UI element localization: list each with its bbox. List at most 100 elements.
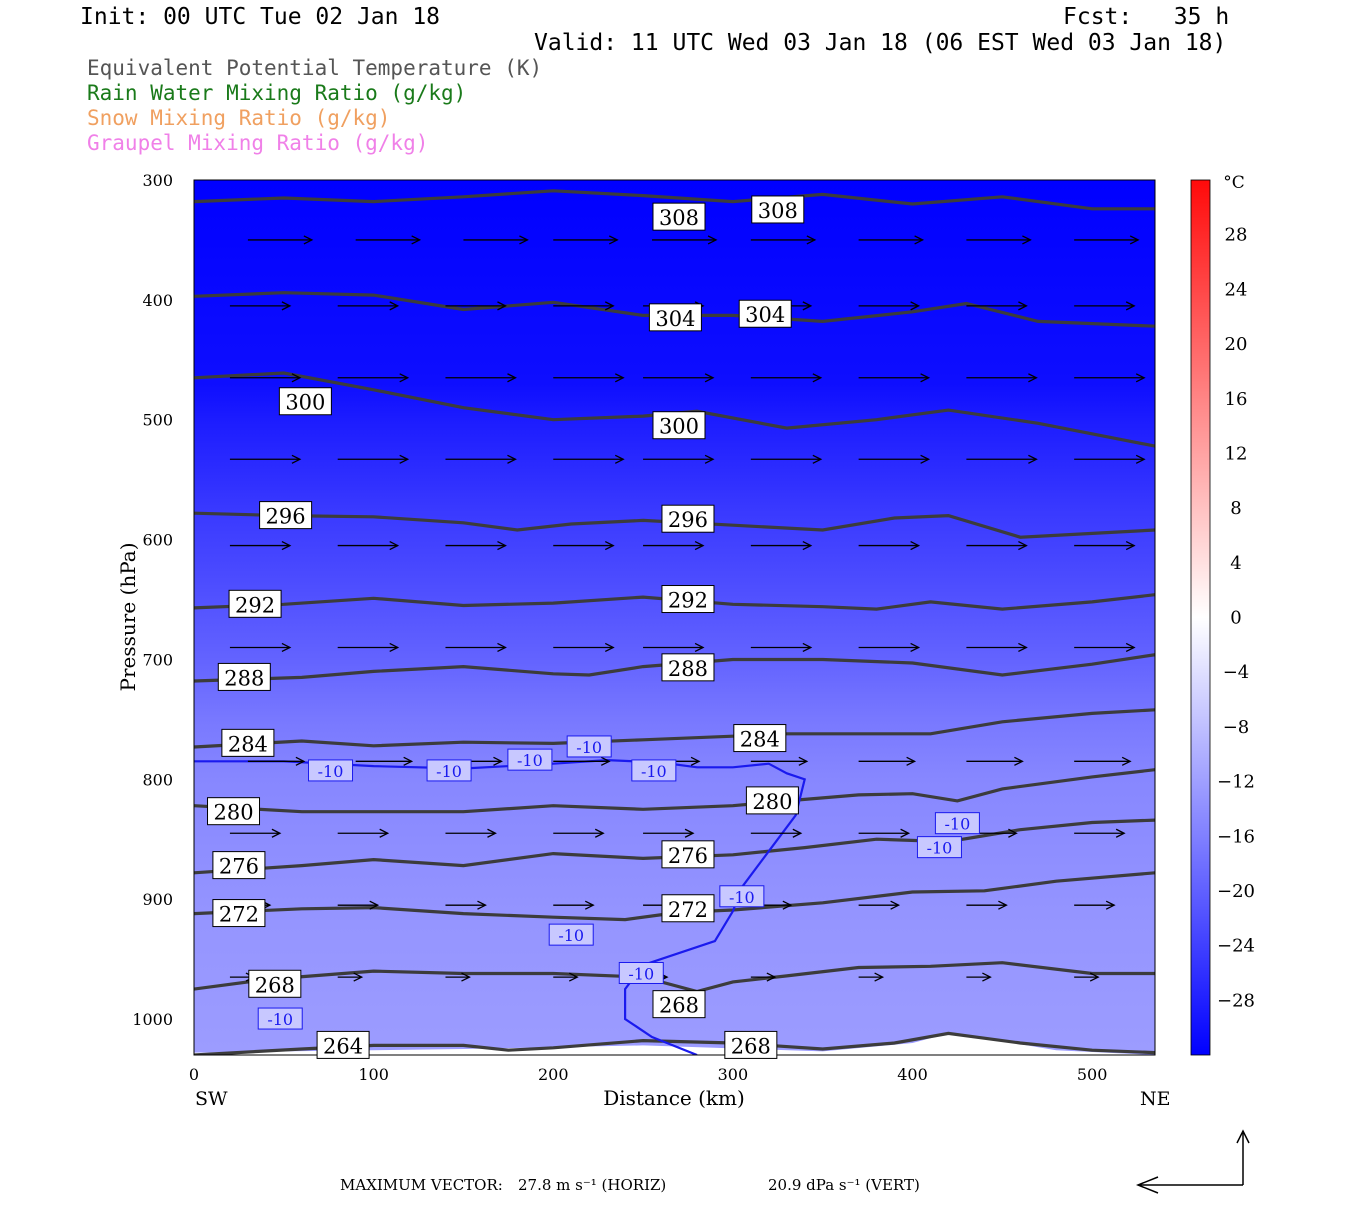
- isotherm-label: -10: [308, 759, 354, 782]
- theta-e-label: 292: [661, 585, 715, 614]
- theta-e-label: 296: [661, 504, 715, 533]
- wind-vector: [337, 972, 364, 982]
- y-tick-label: 700: [142, 650, 173, 669]
- y-tick-label: 400: [142, 291, 173, 310]
- wind-vector: [337, 642, 400, 653]
- svg-text:292: 292: [668, 589, 708, 613]
- wind-vector: [750, 756, 809, 766]
- wind-vector: [858, 541, 921, 551]
- colorbar-tick-label: −12: [1217, 772, 1255, 793]
- svg-text:280: 280: [752, 790, 792, 814]
- legend-rain-water: Rain Water Mixing Ratio (g/kg): [87, 81, 467, 105]
- wind-vector: [337, 301, 400, 311]
- theta-e-label: 304: [738, 299, 792, 328]
- theta-e-label: 288: [661, 653, 715, 682]
- y-axis-label: Pressure (hPa): [116, 543, 140, 692]
- x-tick-label: 500: [1077, 1065, 1108, 1084]
- wind-vector: [652, 235, 718, 245]
- wind-vector: [355, 235, 422, 245]
- svg-text:296: 296: [266, 505, 306, 529]
- wind-vector: [966, 541, 1028, 551]
- theta-e-contour-284: [194, 708, 1155, 749]
- wind-vector: [229, 541, 292, 551]
- isotherm-label: -10: [426, 759, 472, 782]
- theta-e-label: 272: [661, 894, 715, 923]
- svg-text:300: 300: [285, 391, 325, 415]
- svg-text:-10: -10: [318, 762, 344, 781]
- y-tick-label: 500: [142, 411, 173, 430]
- wind-vector: [858, 828, 911, 838]
- theta-e-label: 304: [648, 303, 702, 332]
- wind-vector: [1074, 756, 1132, 766]
- wind-vector: [445, 642, 507, 653]
- wind-vector: [553, 900, 595, 910]
- wind-vector: [858, 900, 901, 910]
- wind-vector: [1074, 541, 1136, 551]
- svg-text:304: 304: [745, 303, 785, 327]
- valid-time: Valid: 11 UTC Wed 03 Jan 18 (06 EST Wed …: [534, 30, 1227, 56]
- ne-label: NE: [1140, 1088, 1171, 1110]
- wind-vector: [750, 972, 777, 982]
- theta-e-label: 308: [652, 202, 706, 231]
- wind-vector: [445, 541, 507, 551]
- isotherm-label: -10: [719, 885, 765, 908]
- wind-vector: [229, 373, 302, 383]
- x-tick-label: 200: [538, 1065, 569, 1084]
- theta-e-label: 264: [316, 1030, 370, 1059]
- svg-text:-10: -10: [576, 738, 602, 757]
- wind-vector: [337, 373, 410, 383]
- wind-vector: [750, 541, 813, 551]
- x-axis-label: Distance (km): [603, 1086, 745, 1110]
- wind-vector: [553, 828, 605, 838]
- svg-text:284: 284: [740, 728, 780, 752]
- wind-vector: [553, 235, 619, 245]
- colorbar-tick-label: −24: [1217, 936, 1255, 957]
- colorbar-tick-label: −16: [1217, 826, 1255, 847]
- wind-vector: [643, 373, 715, 383]
- svg-text:268: 268: [255, 973, 295, 997]
- colorbar: [1190, 179, 1211, 1056]
- wind-vector: [643, 642, 705, 653]
- isotherm-label: -10: [631, 759, 677, 782]
- wind-vector: [1074, 301, 1136, 311]
- svg-text:-10: -10: [641, 762, 667, 781]
- wind-vector: [337, 828, 390, 838]
- wind-vector: [1074, 235, 1140, 245]
- isotherm-label: -10: [934, 812, 980, 835]
- theta-e-label: 276: [661, 840, 715, 869]
- sw-label: SW: [195, 1088, 228, 1110]
- theta-e-label: 300: [652, 411, 706, 440]
- wind-vector: [553, 972, 579, 982]
- svg-text:272: 272: [219, 903, 259, 927]
- wind-vector: [553, 301, 615, 311]
- theta-e-label: 300: [278, 387, 332, 416]
- wind-vector: [337, 900, 380, 910]
- theta-e-contour-296: [194, 511, 1155, 539]
- x-tick-label: 300: [718, 1065, 749, 1084]
- colorbar-tick-label: 8: [1230, 498, 1241, 519]
- svg-text:-10: -10: [436, 762, 462, 781]
- wind-vector: [966, 756, 1024, 766]
- wind-vector: [553, 642, 615, 653]
- theta-e-label: 308: [751, 195, 805, 224]
- forecast-hour: Fcst: 35 h: [1063, 4, 1230, 30]
- wind-vector: [858, 373, 931, 383]
- svg-text:308: 308: [659, 206, 699, 230]
- wind-vector: [1074, 972, 1100, 982]
- wind-vector: [858, 756, 917, 766]
- theta-e-label: 280: [207, 797, 261, 826]
- wind-vector: [445, 900, 487, 910]
- wind-vector: [1074, 454, 1146, 464]
- wind-vector: [966, 373, 1038, 383]
- svg-text:-10: -10: [628, 964, 654, 983]
- wind-vector: [858, 301, 921, 311]
- wind-vector: [1074, 900, 1116, 910]
- y-tick-label: 300: [142, 171, 173, 190]
- legend-theta-e: Equivalent Potential Temperature (K): [87, 56, 543, 80]
- wind-vector: [858, 454, 931, 464]
- theta-e-label: 280: [745, 786, 799, 815]
- wind-vector: [643, 454, 715, 464]
- wind-vector: [553, 756, 611, 766]
- wind-vector: [337, 541, 400, 551]
